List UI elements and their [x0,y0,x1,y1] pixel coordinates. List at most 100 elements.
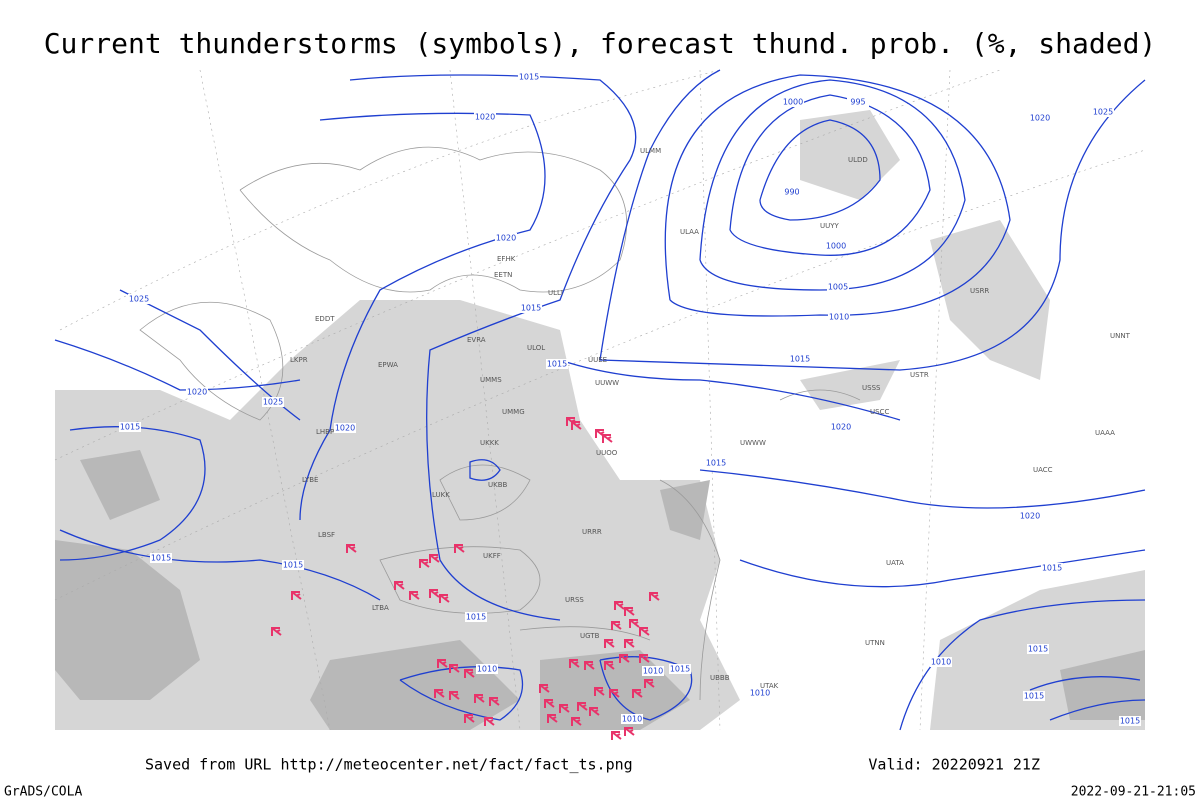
station-label: EETN [494,271,512,279]
station-label: UMMG [502,408,525,416]
isobar-label: 1020 [1030,114,1050,123]
thunderstorm-symbol [639,654,650,663]
coastlines [139,146,861,701]
label-bg [789,354,811,364]
station-label: UWWW [740,439,766,447]
station-label: LHBP [316,428,334,436]
isobar-label: 1020 [831,423,851,432]
thunderstorm-symbol [449,691,460,700]
isobar-label: 1010 [829,313,849,322]
probability-shading [55,110,1145,730]
thunderstorm-symbol [409,591,420,600]
label-bg [827,282,849,292]
isobar-label: 1015 [151,554,171,563]
station-label: LYBE [302,476,318,484]
label-bg [930,657,952,667]
label-bg [1027,644,1049,654]
valid-time: Valid: 20220921 21Z [868,756,1040,774]
thunderstorm-symbol [614,601,625,610]
label-bg [1023,691,1045,701]
isobar-label: 1025 [263,398,283,407]
label-bg [520,303,542,313]
thunderstorm-symbol [632,689,643,698]
isobar-label: 1025 [129,295,149,304]
label-bg [546,359,568,369]
station-label: URSS [565,596,584,604]
isobar-label: 995 [850,98,865,107]
label-bg [642,666,664,676]
thunderstorm-symbol [429,554,440,563]
thunderstorm-symbol [589,707,600,716]
label-bg [847,97,869,107]
label-bg [1029,113,1051,123]
thunderstorm-symbol [419,559,430,568]
label-bg [781,187,803,197]
label-bg [474,112,496,122]
station-label: EPWA [378,361,398,369]
label-bg [518,72,540,82]
station-label: LBSF [318,531,335,539]
station-label: ULLI [548,289,563,297]
thunderstorm-symbol [639,627,650,636]
thunderstorm-symbol [609,689,620,698]
thunderstorm-symbols [271,417,660,740]
station-label: LKPR [290,356,308,364]
thunderstorm-symbol [571,717,582,726]
isobar-label: 1015 [1024,692,1044,701]
isobar-label: 1020 [1020,512,1040,521]
thunderstorm-symbol [611,621,622,630]
isobar-label: 1010 [477,665,497,674]
label-bg [282,560,304,570]
thunderstorm-symbol [464,714,475,723]
isobar-label: 990 [784,188,799,197]
station-label: EVRA [467,336,486,344]
label-bg [150,553,172,563]
label-bg [669,664,691,674]
thunderstorm-symbol [547,714,558,723]
label-bg [825,241,847,251]
isobar-label: 1015 [706,459,726,468]
station-labels: ULOL ULLI UUEE UUWW UUOO UKKK UKBB UMMS EVRA EETN… [290,147,1131,690]
label-bg [830,422,852,432]
isobar-label: 1015 [466,613,486,622]
thunderstorm-symbol [604,639,615,648]
thunderstorm-symbol [437,659,448,668]
isobar-label: 1020 [496,234,516,243]
station-label: ULMM [640,147,661,155]
label-bg [186,387,208,397]
station-label: ULAA [680,228,699,236]
thunderstorm-symbol [464,669,475,678]
station-label: UATA [886,559,904,567]
source-url: Saved from URL http://meteocenter.net/fa… [145,756,633,774]
isobar-label: 1015 [521,304,541,313]
thunderstorm-symbol [649,592,660,601]
isobar-label: 1005 [828,283,848,292]
thunderstorm-symbol [394,581,405,590]
thunderstorm-symbol [644,679,655,688]
label-bg [262,397,284,407]
label-bg [782,97,804,107]
thunderstorm-symbol [624,639,635,648]
map: 1015 1020 1000 995 990 1000 1005 1010 1015 1020 10… [54,69,1146,740]
station-label: UUOO [596,449,618,457]
station-label: UKFF [483,552,501,560]
thunderstorm-symbol [489,697,500,706]
label-bg [495,233,517,243]
thunderstorm-symbol [346,544,357,553]
isobar-label: 1015 [1042,564,1062,573]
station-label: UMMS [480,376,502,384]
station-label: ULOL [527,344,545,352]
station-label: LUKK [432,491,450,499]
isobar-label: 1015 [120,423,140,432]
thunderstorm-symbol [449,664,460,673]
thunderstorm-symbol [291,591,302,600]
station-label: UKBB [488,481,508,489]
isobar-label: 1015 [1028,645,1048,654]
title: Current thunderstorms (symbols), forecas… [44,27,1157,60]
thunderstorm-symbol [429,589,440,598]
isobar-label: 1015 [547,360,567,369]
station-label: UBBB [710,674,730,682]
label-bg [1092,107,1114,117]
isobar-label: 1015 [1120,717,1140,726]
isobar-label: 1025 [1093,108,1113,117]
